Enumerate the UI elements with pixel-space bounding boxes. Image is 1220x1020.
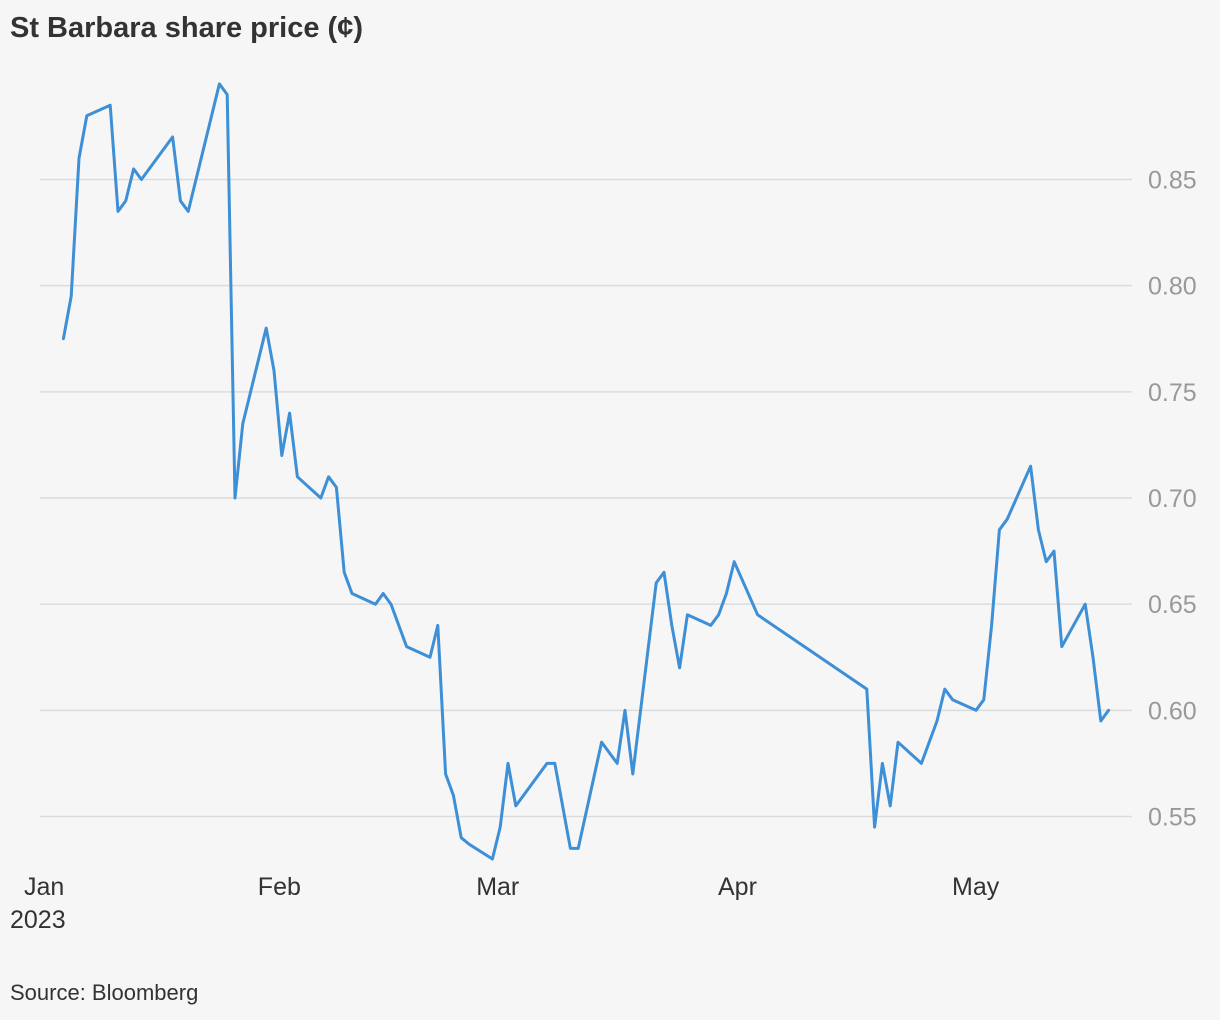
x-tick-label: Apr [718, 873, 757, 901]
y-tick-label: 0.85 [1148, 167, 1197, 195]
source-note: Source: Bloomberg [10, 980, 199, 1005]
x-year-label: 2023 [10, 906, 66, 934]
chart-title: St Barbara share price (¢) [10, 12, 363, 44]
y-tick-label: 0.60 [1148, 697, 1197, 725]
x-tick-label: Mar [476, 873, 519, 901]
y-tick-label: 0.65 [1148, 591, 1197, 619]
x-axis-ticks: Jan Feb Mar Apr May 2023 [10, 873, 1000, 934]
y-tick-label: 0.75 [1148, 379, 1197, 407]
gridlines [40, 178, 1132, 818]
y-tick-label: 0.55 [1148, 804, 1197, 832]
line-chart: 0.55 0.60 0.65 0.70 0.75 0.80 0.85 Jan Feb Mar Ap… [10, 82, 1197, 934]
share-price-line [61, 82, 1111, 861]
y-tick-label: 0.80 [1148, 273, 1197, 301]
x-tick-label: Feb [258, 873, 301, 901]
x-tick-label: May [952, 873, 1000, 901]
series-layer [61, 82, 1111, 861]
y-tick-label: 0.70 [1148, 485, 1197, 513]
y-axis-ticks: 0.55 0.60 0.65 0.70 0.75 0.80 0.85 [1148, 167, 1197, 832]
x-tick-label: Jan [24, 873, 64, 901]
